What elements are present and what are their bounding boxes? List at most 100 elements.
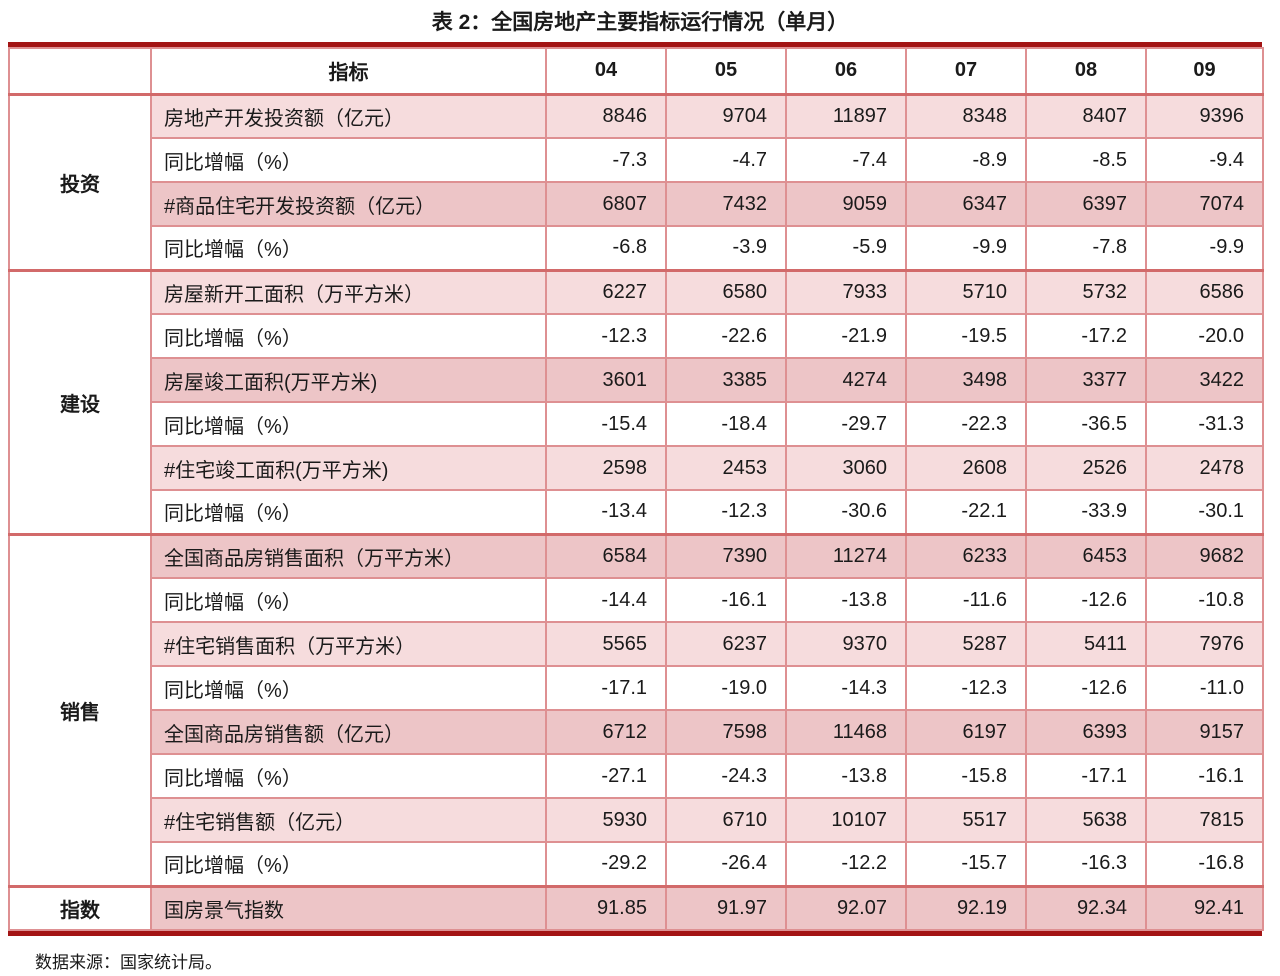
value-cell: 9682 — [1145, 532, 1264, 579]
value-cell: -22.1 — [905, 489, 1027, 535]
indicator-label: 同比增幅（%） — [150, 489, 547, 535]
table-header: 指标 04 05 06 07 08 09 — [8, 47, 1264, 95]
value-cell: -20.0 — [1145, 313, 1264, 359]
value-cell: -19.5 — [905, 313, 1027, 359]
value-cell: 91.85 — [545, 884, 667, 931]
value-cell: -16.1 — [665, 577, 787, 623]
value-cell: 7933 — [785, 268, 907, 315]
table-row: 同比增幅（%） -14.4 -16.1 -13.8 -11.6 -12.6 -10.8 — [9, 577, 1264, 623]
indicators-table-wrap: 指标 04 05 06 07 08 09 投资 房地产开发投资额（亿元） 8846 9704 118… — [8, 42, 1264, 936]
value-cell: -9.4 — [1145, 137, 1264, 183]
value-cell: -31.3 — [1145, 401, 1264, 447]
indicator-label: #住宅竣工面积(万平方米) — [150, 445, 547, 491]
value-cell: 5930 — [545, 797, 667, 843]
indicators-table: 指标 04 05 06 07 08 09 投资 房地产开发投资额（亿元） 8846 9704 118… — [8, 47, 1264, 931]
value-cell: 3385 — [665, 357, 787, 403]
value-cell: 7976 — [1145, 621, 1264, 667]
table-row: 同比增幅（%） -12.3 -22.6 -21.9 -19.5 -17.2 -20.0 — [9, 313, 1264, 359]
value-cell: -27.1 — [545, 753, 667, 799]
value-cell: -15.8 — [905, 753, 1027, 799]
value-cell: 5287 — [905, 621, 1027, 667]
page-title: 表 2：全国房地产主要指标运行情况（单月） — [431, 11, 849, 34]
data-source-note: 数据来源：国家统计局。 — [35, 953, 222, 972]
value-cell: -13.8 — [785, 753, 907, 799]
value-cell: -11.6 — [905, 577, 1027, 623]
value-cell: -7.3 — [545, 137, 667, 183]
value-cell: -33.9 — [1025, 489, 1147, 535]
col-header-month-05: 05 — [665, 47, 787, 95]
value-cell: 5565 — [545, 621, 667, 667]
value-cell: -15.4 — [545, 401, 667, 447]
table-row: 全国商品房销售额（亿元） 6712 7598 11468 6197 6393 9157 — [9, 709, 1264, 755]
value-cell: 11468 — [785, 709, 907, 755]
value-cell: 6393 — [1025, 709, 1147, 755]
table-row: #商品住宅开发投资额（亿元） 6807 7432 9059 6347 6397 7074 — [9, 181, 1264, 227]
value-cell: 5638 — [1025, 797, 1147, 843]
value-cell: -7.8 — [1025, 225, 1147, 271]
indicator-label: 同比增幅（%） — [150, 841, 547, 887]
table-row: 指数 国房景气指数 91.85 91.97 92.07 92.19 92.34 92.41 — [8, 884, 1264, 931]
value-cell: 7598 — [665, 709, 787, 755]
value-cell: 7432 — [665, 181, 787, 227]
table-row: 同比增幅（%） -17.1 -19.0 -14.3 -12.3 -12.6 -11.0 — [9, 665, 1264, 711]
value-cell: 2526 — [1025, 445, 1147, 491]
value-cell: 5411 — [1025, 621, 1147, 667]
value-cell: -8.5 — [1025, 137, 1147, 183]
value-cell: -29.7 — [785, 401, 907, 447]
value-cell: 5732 — [1025, 268, 1147, 315]
indicator-label: 国房景气指数 — [150, 884, 547, 931]
table-row: #住宅销售额（亿元） 5930 6710 10107 5517 5638 7815 — [9, 797, 1264, 843]
value-cell: 6586 — [1145, 268, 1264, 315]
value-cell: -4.7 — [665, 137, 787, 183]
value-cell: -22.6 — [665, 313, 787, 359]
value-cell: 2598 — [545, 445, 667, 491]
table-row: 同比增幅（%） -27.1 -24.3 -13.8 -15.8 -17.1 -16.1 — [9, 753, 1264, 799]
value-cell: -26.4 — [665, 841, 787, 887]
indicator-label: 房屋竣工面积(万平方米) — [150, 357, 547, 403]
value-cell: 10107 — [785, 797, 907, 843]
value-cell: -21.9 — [785, 313, 907, 359]
value-cell: 91.97 — [665, 884, 787, 931]
value-cell: -15.7 — [905, 841, 1027, 887]
value-cell: 9704 — [665, 92, 787, 139]
table-row: #住宅竣工面积(万平方米) 2598 2453 3060 2608 2526 2478 — [9, 445, 1264, 491]
value-cell: -13.4 — [545, 489, 667, 535]
indicator-label: #住宅销售额（亿元） — [150, 797, 547, 843]
table-row: 同比增幅（%） -7.3 -4.7 -7.4 -8.9 -8.5 -9.4 — [9, 137, 1264, 183]
col-header-month-08: 08 — [1025, 47, 1147, 95]
value-cell: -3.9 — [665, 225, 787, 271]
value-cell: 6197 — [905, 709, 1027, 755]
value-cell: 6347 — [905, 181, 1027, 227]
value-cell: 9370 — [785, 621, 907, 667]
value-cell: 6807 — [545, 181, 667, 227]
indicator-label: 全国商品房销售面积（万平方米） — [150, 532, 547, 579]
value-cell: 11897 — [785, 92, 907, 139]
value-cell: -6.8 — [545, 225, 667, 271]
value-cell: -14.4 — [545, 577, 667, 623]
value-cell: 6227 — [545, 268, 667, 315]
value-cell: 6712 — [545, 709, 667, 755]
value-cell: 7074 — [1145, 181, 1264, 227]
table-row: 投资 房地产开发投资额（亿元） 8846 9704 11897 8348 8407 9396 — [8, 92, 1264, 271]
value-cell: 6397 — [1025, 181, 1147, 227]
value-cell: -10.8 — [1145, 577, 1264, 623]
value-cell: 6710 — [665, 797, 787, 843]
value-cell: -30.1 — [1145, 489, 1264, 535]
value-cell: 6233 — [905, 532, 1027, 579]
value-cell: 6237 — [665, 621, 787, 667]
value-cell: -12.2 — [785, 841, 907, 887]
value-cell: -13.8 — [785, 577, 907, 623]
value-cell: 3377 — [1025, 357, 1147, 403]
value-cell: -17.1 — [1025, 753, 1147, 799]
value-cell: 8846 — [545, 92, 667, 139]
value-cell: 8407 — [1025, 92, 1147, 139]
value-cell: -16.1 — [1145, 753, 1264, 799]
value-cell: -5.9 — [785, 225, 907, 271]
indicator-label: 同比增幅（%） — [150, 313, 547, 359]
indicator-label: 同比增幅（%） — [150, 401, 547, 447]
indicator-label: 全国商品房销售额（亿元） — [150, 709, 547, 755]
value-cell: -19.0 — [665, 665, 787, 711]
value-cell: -36.5 — [1025, 401, 1147, 447]
value-cell: 92.34 — [1025, 884, 1147, 931]
table-row: 销售 全国商品房销售面积（万平方米） 6584 7390 11274 6233 6453 96… — [8, 532, 1264, 887]
